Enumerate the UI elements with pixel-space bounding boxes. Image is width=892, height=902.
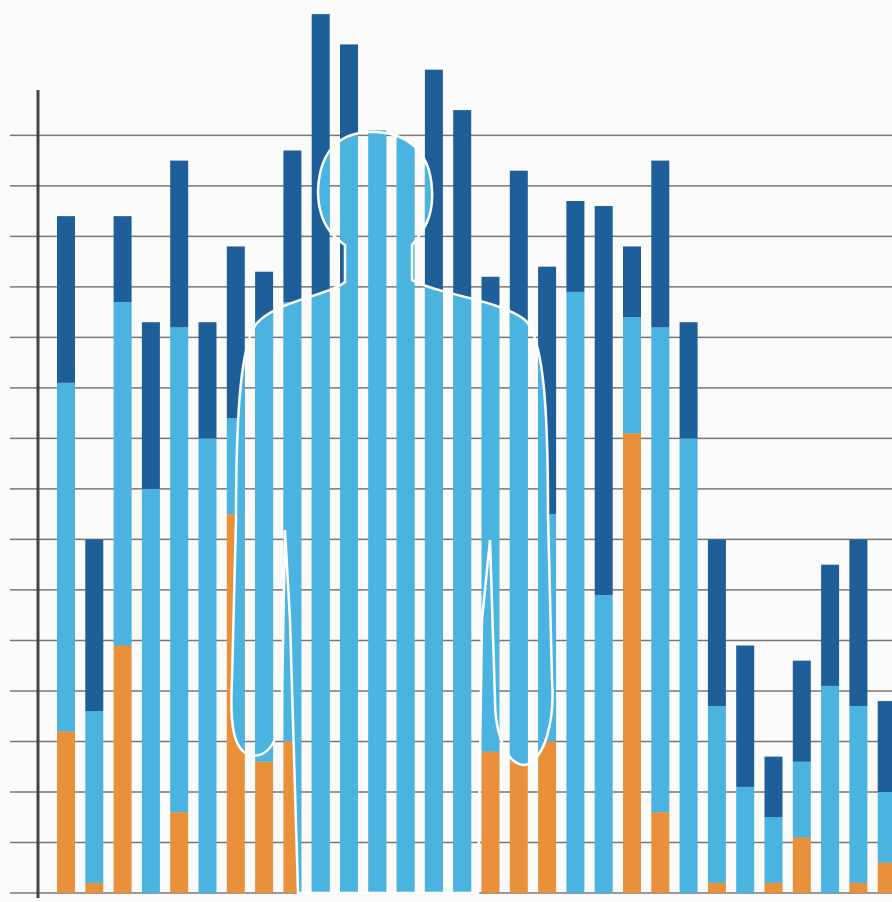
bar-segment — [453, 110, 472, 297]
bar-segment — [821, 685, 840, 893]
bar-segment — [509, 170, 528, 333]
bar-segment — [594, 594, 613, 893]
bar-segment — [707, 882, 726, 893]
bar-segment — [57, 216, 75, 383]
bar-segment — [792, 660, 811, 762]
bar-segment — [85, 539, 104, 712]
bar-segment — [651, 327, 670, 813]
bar-segment — [736, 645, 755, 787]
bar-segment — [566, 291, 585, 893]
bar-segment — [255, 761, 274, 893]
silhouette-stripe — [340, 132, 358, 893]
bar-segment — [764, 756, 783, 818]
bar-segment — [594, 206, 613, 595]
bar-segment — [481, 751, 500, 893]
bar-segment — [198, 322, 217, 439]
bar-segment — [198, 438, 217, 893]
bar-segment — [170, 327, 189, 813]
silhouette-stripe — [368, 132, 387, 893]
bar-segment — [679, 322, 698, 439]
bar-segment — [707, 539, 726, 707]
silhouette-stripe — [311, 132, 330, 893]
bar-segment — [651, 160, 670, 328]
bar-segment — [877, 701, 892, 792]
bar-segment — [57, 382, 75, 732]
bar-segment — [707, 706, 726, 883]
bar-segment — [764, 882, 783, 893]
silhouette-stripe — [453, 132, 472, 893]
bar-segment — [57, 731, 75, 893]
bar-segment — [170, 812, 189, 893]
bar-segment — [538, 741, 557, 893]
bar-segment — [877, 791, 892, 863]
bar-segment — [679, 438, 698, 893]
bar-segment — [792, 761, 811, 838]
bar-segment — [849, 706, 868, 883]
silhouette-stripe — [255, 132, 274, 893]
bar-segment — [113, 216, 132, 303]
silhouette — [231, 132, 553, 893]
bar-segment — [283, 150, 302, 303]
bar-segment — [849, 539, 868, 707]
bar-segment — [141, 488, 160, 893]
bar-segment — [877, 862, 892, 893]
bar-segment — [623, 246, 641, 318]
bar-segment — [736, 786, 755, 893]
bar-segment — [566, 200, 585, 292]
bar-segment — [85, 882, 104, 893]
bar-segment — [141, 322, 160, 489]
bar-segment — [651, 812, 670, 893]
silhouette-stripe — [509, 132, 528, 893]
bar-segment — [85, 711, 104, 883]
bar-segment — [170, 160, 189, 328]
bar-segment — [821, 564, 840, 686]
bar-segment — [424, 69, 443, 292]
bar-segment — [509, 761, 528, 893]
bar-segment — [764, 817, 783, 883]
bar-segment — [792, 837, 811, 893]
bar-segment — [226, 246, 245, 419]
silhouette-stripe — [424, 132, 443, 893]
silhouette-stripe — [396, 132, 415, 893]
bar-segment — [623, 433, 641, 893]
bar-segment — [113, 645, 132, 893]
bar-segment — [623, 317, 641, 434]
bar-segment — [849, 882, 868, 893]
bar-segment — [113, 302, 132, 646]
